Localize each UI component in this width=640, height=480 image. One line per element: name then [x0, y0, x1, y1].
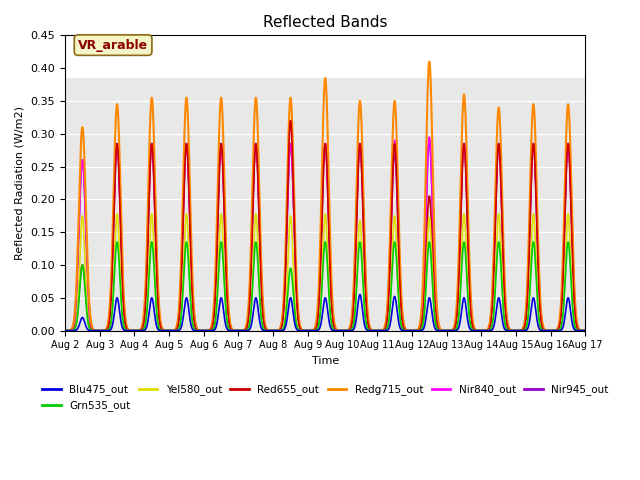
- Text: VR_arable: VR_arable: [78, 38, 148, 52]
- Grn535_out: [564, 239, 572, 245]
- Blu475_out: [167, 328, 175, 334]
- Yel580_out: [61, 328, 69, 334]
- Red655_out: [173, 327, 180, 333]
- Blu475_out: [471, 328, 479, 334]
- Nir840_out: [61, 328, 69, 334]
- Redg715_out: [582, 328, 589, 334]
- Redg715_out: [256, 207, 264, 213]
- Nir945_out: [256, 238, 264, 243]
- Yel580_out: [564, 211, 572, 216]
- Redg715_out: [61, 328, 69, 334]
- Line: Yel580_out: Yel580_out: [65, 214, 586, 331]
- Red655_out: [61, 328, 69, 334]
- Blu475_out: [173, 328, 180, 334]
- Redg715_out: [167, 328, 175, 334]
- Yel580_out: [256, 291, 264, 297]
- Yel580_out: [397, 321, 404, 326]
- Redg715_out: [580, 328, 588, 334]
- Yel580_out: [173, 328, 180, 334]
- Yel580_out: [580, 328, 588, 334]
- Line: Nir840_out: Nir840_out: [65, 137, 586, 331]
- Yel580_out: [471, 328, 479, 334]
- Line: Red655_out: Red655_out: [65, 120, 586, 331]
- Nir840_out: [256, 231, 264, 237]
- Nir840_out: [471, 326, 479, 332]
- Nir945_out: [397, 297, 404, 302]
- Grn535_out: [397, 320, 404, 326]
- Red655_out: [397, 302, 404, 308]
- Redg715_out: [426, 59, 433, 64]
- Nir945_out: [582, 328, 589, 334]
- Blu475_out: [580, 328, 588, 334]
- Nir945_out: [173, 326, 180, 332]
- Nir945_out: [580, 328, 588, 334]
- Red655_out: [580, 328, 588, 334]
- Grn535_out: [580, 328, 588, 334]
- Line: Redg715_out: Redg715_out: [65, 61, 586, 331]
- Redg715_out: [397, 280, 404, 286]
- Nir840_out: [173, 325, 180, 331]
- Blu475_out: [356, 292, 364, 298]
- Nir945_out: [61, 328, 69, 334]
- Red655_out: [471, 327, 479, 333]
- Line: Nir945_out: Nir945_out: [65, 140, 586, 331]
- Yel580_out: [167, 328, 175, 334]
- Line: Grn535_out: Grn535_out: [65, 242, 586, 331]
- Grn535_out: [167, 328, 175, 334]
- Redg715_out: [471, 326, 479, 332]
- Nir945_out: [471, 327, 479, 333]
- Y-axis label: Reflected Radiation (W/m2): Reflected Radiation (W/m2): [15, 106, 25, 260]
- Blu475_out: [582, 328, 589, 334]
- Blu475_out: [61, 328, 69, 334]
- Blu475_out: [256, 319, 264, 325]
- Bar: [65, 78, 586, 331]
- Grn535_out: [173, 328, 180, 334]
- Nir840_out: [397, 288, 404, 294]
- Nir840_out: [580, 328, 588, 334]
- Grn535_out: [61, 328, 69, 334]
- Blu475_out: [397, 326, 404, 332]
- Red655_out: [167, 328, 175, 334]
- Red655_out: [582, 328, 589, 334]
- Grn535_out: [256, 296, 264, 302]
- Red655_out: [256, 245, 264, 251]
- Nir945_out: [426, 137, 433, 143]
- Nir840_out: [167, 328, 175, 334]
- Redg715_out: [173, 324, 180, 330]
- Nir840_out: [426, 134, 433, 140]
- Legend: Blu475_out, Grn535_out, Yel580_out, Red655_out, Redg715_out, Nir840_out, Nir945_: Blu475_out, Grn535_out, Yel580_out, Red6…: [38, 380, 612, 416]
- Nir840_out: [582, 328, 589, 334]
- Line: Blu475_out: Blu475_out: [65, 295, 586, 331]
- Red655_out: [287, 118, 294, 123]
- Grn535_out: [471, 328, 479, 334]
- Yel580_out: [582, 328, 589, 334]
- Title: Reflected Bands: Reflected Bands: [263, 15, 387, 30]
- Grn535_out: [582, 328, 589, 334]
- Nir945_out: [167, 328, 175, 334]
- X-axis label: Time: Time: [312, 356, 339, 366]
